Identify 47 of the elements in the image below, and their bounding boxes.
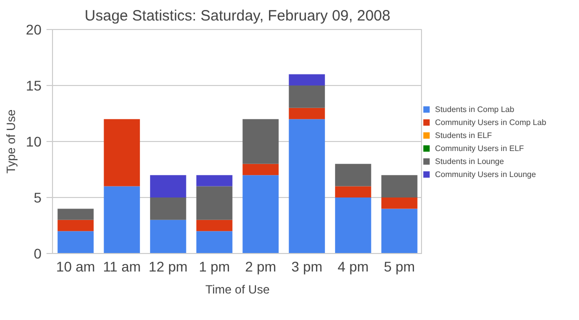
legend-label: Students in ELF: [435, 130, 492, 140]
bar: [104, 186, 140, 254]
legend-label: Students in Comp Lab: [435, 104, 514, 114]
legend-label: Community Users in Lounge: [435, 170, 536, 178]
legend-label: Community Users in Comp Lab: [435, 118, 546, 126]
x-tick-label: 12 pm: [148, 258, 188, 274]
bar: [58, 220, 94, 232]
x-tick-label: 4 pm: [338, 258, 369, 274]
bar: [150, 220, 186, 254]
y-tick-label: 15: [26, 78, 42, 94]
bar: [288, 119, 325, 254]
bar: [242, 164, 279, 176]
bar: [381, 175, 418, 198]
bar: [150, 175, 186, 198]
x-tick-label: 11 am: [102, 258, 141, 274]
y-tick-label: 20: [26, 22, 42, 38]
y-tick-label: 5: [34, 190, 42, 206]
bar: [242, 175, 279, 254]
bar: [288, 86, 325, 108]
bar: [381, 208, 418, 254]
bar: [58, 231, 94, 254]
bar: [335, 186, 372, 198]
x-tick-label: 5 pm: [384, 258, 415, 274]
y-tick-label: 0: [34, 246, 42, 262]
bar: [104, 119, 140, 186]
bar: [288, 74, 325, 86]
legend-label: Students in Lounge: [435, 156, 504, 166]
x-tick-label: 2 pm: [245, 258, 276, 274]
x-tick-label: 1 pm: [198, 258, 230, 274]
legend-label: Community Users in ELF: [435, 144, 524, 152]
bar: [242, 119, 279, 164]
y-tick-label: 10: [26, 134, 42, 150]
bar: [196, 231, 232, 254]
bar: [335, 164, 372, 186]
bar: [196, 220, 232, 232]
bar: [196, 186, 232, 220]
bar: [335, 198, 372, 254]
chart-title: Usage Statistics: Saturday, February 09, 2008: [84, 8, 390, 24]
y-axis-title: Type of Use: [4, 109, 18, 174]
bar: [150, 198, 186, 220]
bar: [58, 208, 94, 220]
bar: [381, 198, 418, 209]
bar: [288, 108, 325, 120]
bar: [196, 175, 232, 186]
x-tick-label: 3 pm: [291, 258, 322, 274]
x-tick-label: 10 am: [56, 258, 96, 274]
x-axis-title: Time of Use: [205, 282, 270, 296]
